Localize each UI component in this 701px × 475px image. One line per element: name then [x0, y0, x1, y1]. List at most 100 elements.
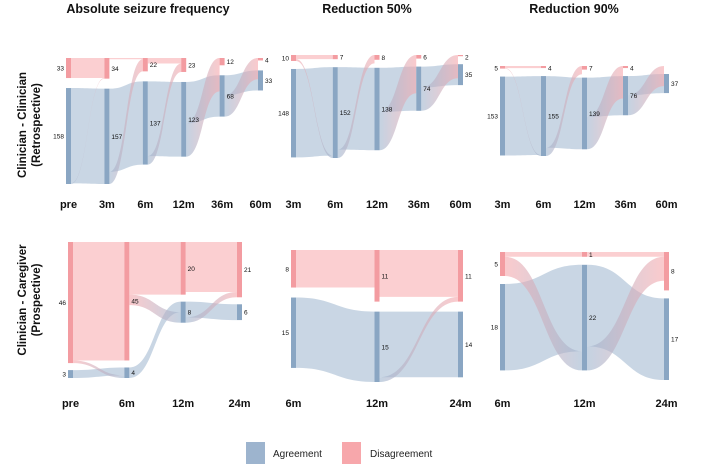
node-agreement	[664, 298, 669, 380]
flow-disagreement-to-agreement	[505, 256, 582, 371]
node-label-agreement: 6	[244, 310, 248, 317]
flow-agreement-to-disagreement	[224, 58, 258, 117]
node-disagreement	[291, 55, 296, 61]
flow-agreement-to-disagreement	[587, 256, 664, 371]
node-label-disagreement: 11	[465, 273, 472, 280]
node-label-disagreement: 7	[340, 55, 344, 62]
stage-label: 24m	[449, 398, 471, 410]
node-disagreement	[458, 250, 463, 302]
flow-agreement-to-agreement	[379, 311, 458, 378]
node-label-agreement: 139	[589, 111, 600, 118]
node-label-agreement: 153	[487, 114, 498, 121]
node-label-disagreement: 21	[244, 267, 252, 274]
stage-label: 36m	[408, 199, 430, 211]
sankey-panel-prosp-reduction-90: 5 18 6m 1 22 12m 8 17 24m	[491, 252, 679, 410]
node-label-agreement: 17	[671, 337, 679, 344]
node-disagreement	[66, 58, 71, 79]
column-title-reduction-50: Reduction 50%	[322, 2, 412, 16]
row-label-line-1: Clinician - Caregiver	[17, 244, 29, 356]
node-label-agreement: 15	[282, 330, 290, 337]
stage-label: 36m	[211, 199, 233, 211]
stage-label: 6m	[327, 199, 343, 211]
node-agreement	[500, 76, 505, 156]
node-disagreement	[458, 55, 463, 57]
node-label-disagreement: 4	[548, 66, 552, 73]
flow-agreement-to-disagreement	[71, 78, 105, 184]
node-agreement	[219, 75, 225, 117]
stage-label: pre	[60, 199, 77, 211]
node-disagreement	[623, 66, 628, 69]
node-agreement	[416, 66, 422, 111]
node-label-agreement: 33	[265, 78, 273, 85]
flow-disagreement-to-disagreement	[129, 242, 181, 295]
flow-disagreement-to-disagreement	[296, 55, 333, 60]
node-disagreement	[237, 242, 242, 298]
stage-label: 3m	[495, 199, 511, 211]
node-disagreement	[124, 242, 130, 361]
node-label-agreement: 8	[188, 310, 192, 317]
node-label-agreement: 76	[630, 93, 638, 100]
node-label-disagreement: 22	[150, 62, 158, 69]
node-label-disagreement: 11	[382, 273, 389, 280]
flow-disagreement-to-agreement	[505, 68, 541, 156]
sankey-panel-prosp-reduction-50: 8 15 6m 11 15 12m 11 14 24m	[282, 250, 473, 410]
flow-disagreement-to-disagreement	[71, 58, 105, 79]
flow-agreement-to-disagreement	[421, 55, 458, 111]
flow-disagreement-to-disagreement	[73, 242, 125, 361]
node-agreement	[142, 81, 148, 165]
flow-agreement-to-agreement	[147, 81, 182, 157]
node-disagreement	[104, 58, 110, 79]
node-disagreement	[68, 242, 73, 364]
node-label-disagreement: 6	[423, 55, 427, 62]
node-agreement	[66, 88, 71, 184]
flow-agreement-to-disagreement	[186, 58, 220, 157]
node-label-agreement: 3	[62, 372, 66, 379]
node-agreement	[582, 264, 587, 371]
stage-label: 60m	[655, 199, 677, 211]
node-agreement	[458, 64, 463, 86]
node-agreement	[124, 367, 130, 378]
flow-agreement-to-disagreement	[587, 66, 623, 150]
node-agreement	[374, 311, 380, 382]
flow-agreement-to-agreement	[71, 88, 105, 184]
node-disagreement	[500, 252, 505, 276]
node-label-disagreement: 7	[589, 66, 593, 73]
flow-agreement-to-disagreement	[628, 66, 664, 116]
node-disagreement	[500, 66, 505, 69]
stage-label: 60m	[249, 199, 271, 211]
stage-label: 12m	[366, 398, 388, 410]
node-label-disagreement: 8	[382, 55, 386, 62]
stage-label: 6m	[495, 398, 511, 410]
row-label-retrospective: Clinician - Clinician (Retrospective)	[17, 72, 43, 178]
flow-disagreement-to-agreement	[129, 294, 181, 323]
node-label-disagreement: 8	[671, 269, 675, 276]
node-agreement	[582, 77, 587, 150]
node-agreement	[332, 67, 338, 158]
stage-label: 3m	[286, 199, 302, 211]
stage-label: 6m	[286, 398, 302, 410]
stage-label: 60m	[449, 199, 471, 211]
node-label-agreement: 4	[131, 370, 135, 377]
stage-label: 6m	[119, 398, 135, 410]
sankey-panel-prosp-absolute: 46 3 pre 45 4 6m 20 8 12m 21 6 24m	[59, 242, 252, 410]
flow-agreement-to-agreement	[129, 301, 181, 378]
flow-disagreement-to-disagreement	[587, 252, 664, 257]
stage-label: 36m	[614, 199, 636, 211]
flow-agreement-to-disagreement	[379, 296, 458, 382]
stage-label: pre	[62, 398, 79, 410]
node-label-disagreement: 4	[630, 66, 634, 73]
stage-label: 3m	[99, 199, 115, 211]
flow-agreement-to-disagreement	[379, 55, 417, 151]
flow-disagreement-to-agreement	[296, 59, 333, 158]
node-disagreement	[664, 252, 669, 291]
node-disagreement	[291, 250, 296, 288]
node-agreement	[541, 76, 546, 156]
row-label-line-2: (Retrospective)	[31, 83, 43, 167]
flow-disagreement-to-disagreement	[505, 252, 582, 257]
node-agreement	[237, 304, 242, 321]
flow-disagreement-to-agreement	[73, 360, 125, 378]
node-label-disagreement: 46	[59, 300, 67, 307]
node-disagreement	[374, 55, 380, 60]
node-agreement	[180, 301, 186, 323]
node-label-agreement: 22	[589, 315, 597, 322]
